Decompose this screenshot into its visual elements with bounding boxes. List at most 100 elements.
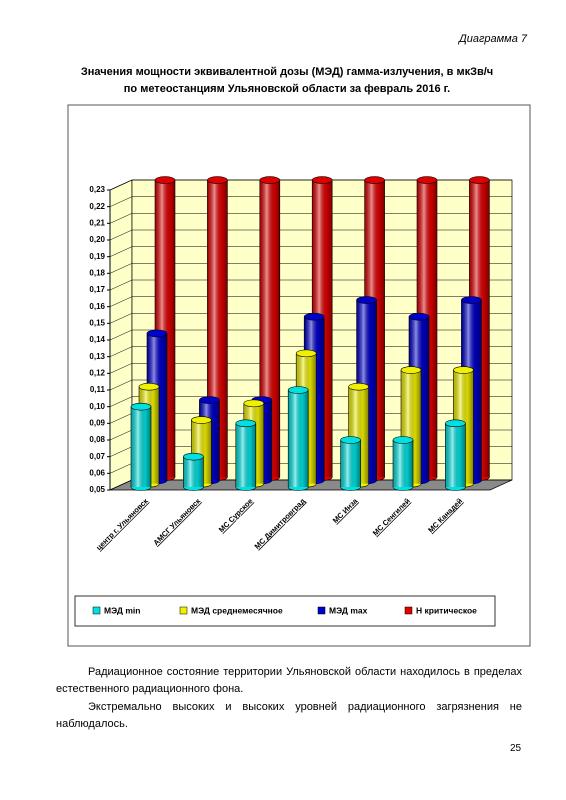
y-tick-label: 0,10 [89,402,105,411]
legend-marker [179,606,188,615]
page-number: 25 [510,743,522,754]
grid-line [109,213,512,224]
caption: Диаграмма 7 [457,33,528,45]
y-tick-label: 0,06 [89,468,105,477]
legend-label: МЭД min [104,605,140,615]
y-tick-label: 0,08 [89,435,105,444]
bar-top [130,402,152,411]
x-tick-label: МС Инза [331,496,360,525]
grid-line [109,263,512,274]
grid-line [109,396,512,407]
y-tick-label: 0,14 [89,335,105,344]
bar-top [191,416,212,424]
y-tick-label: 0,13 [89,352,105,361]
y-tick-label: 0,17 [89,285,105,294]
x-tick-label: МС Канадей [426,496,464,534]
bar [392,436,414,491]
x-tick-label: АМСГ Ульяновск [151,496,202,547]
plot: 0,05 0,06 0,07 0,08 0,09 0,10 0,11 0,12 0,13 0,14… [89,176,512,552]
grid-line [109,363,512,374]
legend-label: МЭД max [329,605,368,615]
y-tick-label: 0,15 [89,318,105,327]
bar-top [348,382,369,391]
bar [183,452,204,491]
bar-top [303,312,325,321]
y-tick-label: 0,23 [89,185,105,194]
bar-shade [235,423,256,487]
bar-top [295,349,317,358]
bar-shade [183,456,204,487]
grid-line [109,296,512,307]
legend-marker [404,606,413,615]
bar-top [364,176,385,184]
bar-top [453,366,474,374]
bar-top [235,419,257,428]
bar-top [259,176,281,184]
paragraph: Радиационное состояние территории Ульяно… [56,666,522,695]
bar-shade [131,406,151,487]
bar-top [311,176,333,184]
chart-title: Значения мощности эквивалентной дозы (МЭ… [81,66,493,78]
y-tick-label: 0,20 [89,235,105,244]
legend-label: МЭД среднемесячное [191,605,283,615]
bar-shade [340,440,361,487]
bar-top [461,296,482,304]
grid-line [109,229,512,241]
bar [235,419,257,491]
bar-top [154,176,176,184]
chart-frame [67,104,531,647]
bar-top [356,296,377,304]
y-tick-label: 0,07 [89,452,105,461]
y-tick-label: 0,16 [89,302,105,311]
bar-shade [288,390,309,487]
bar-top [243,399,265,408]
grid-line [109,246,512,257]
legend-label: Н критическое [416,605,477,615]
bar [130,402,152,491]
y-tick-label: 0,09 [89,418,105,427]
y-tick-label: 0,22 [89,202,105,211]
bar-top [199,396,220,404]
grid-line [109,179,512,191]
bar-top [287,386,309,394]
x-tick-label: МС Сенгилей [371,496,412,537]
x-tick-label: МС Димитровград [253,496,308,551]
bar-top [146,329,168,338]
grid-line [109,313,512,324]
y-tick-label: 0,18 [89,268,105,277]
bar [287,386,309,491]
bar [340,436,361,491]
bar-top [138,382,160,391]
bar-top [469,176,490,184]
bar-top [416,176,438,184]
bar-top [183,452,204,461]
bar-top [445,419,466,428]
y-tick-label: 0,12 [89,368,105,377]
bar-shade [393,440,413,487]
chart-title: по метеостанциям Ульяновской области за … [124,83,450,95]
bar-top [392,436,414,444]
grid-line [109,329,512,341]
paragraph: Экстремально высоких и высоких уровней р… [56,701,522,730]
bar-top [340,436,361,444]
x-tick-label: центр г. Ульяновск [94,496,150,552]
grid-line [109,346,512,357]
bar-top [400,366,422,374]
legend [74,595,496,627]
bar-shade [445,423,466,487]
bar-top [207,176,228,184]
bar [445,419,466,491]
grid-line [109,196,512,207]
y-tick-label: 0,05 [89,485,105,494]
bar-top [408,312,430,321]
y-tick-label: 0,21 [89,218,105,227]
y-tick-label: 0,19 [89,252,105,261]
x-tick-label: МС Сурское [217,496,255,534]
grid-line [109,379,512,391]
grid-line [109,279,512,291]
legend-marker [92,606,101,615]
y-tick-label: 0,11 [90,385,106,394]
legend-marker [317,606,326,615]
